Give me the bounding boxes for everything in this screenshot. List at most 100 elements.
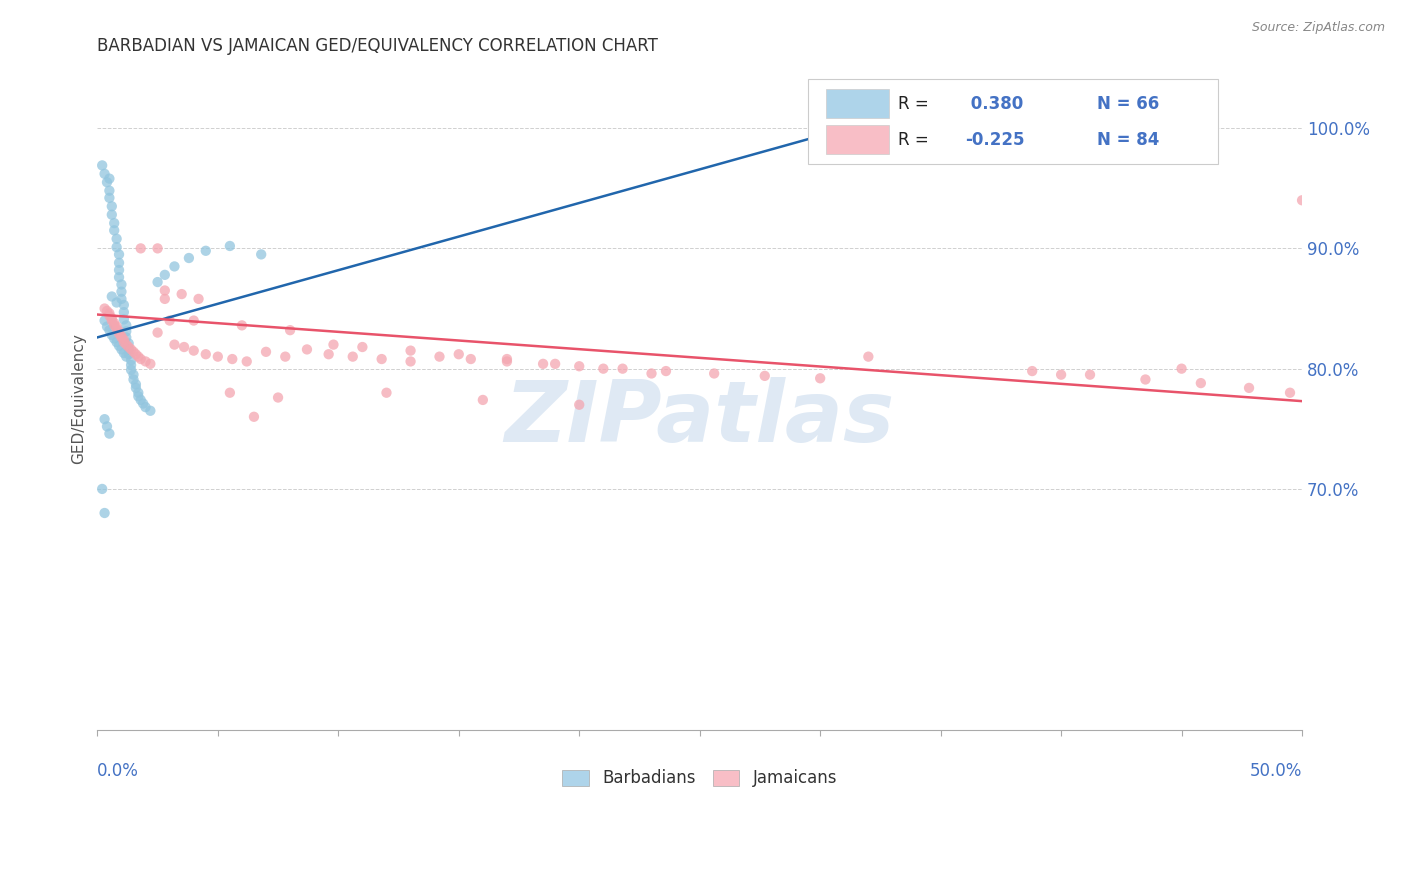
Point bbox=[125, 381, 148, 395]
Text: BARBADIAN VS JAMAICAN GED/EQUIVALENCY CORRELATION CHART: BARBADIAN VS JAMAICAN GED/EQUIVALENCY CO… bbox=[97, 37, 658, 55]
Point bbox=[120, 363, 142, 377]
Point bbox=[207, 350, 229, 364]
Point bbox=[153, 268, 176, 282]
Point bbox=[101, 313, 124, 327]
Point bbox=[118, 343, 141, 357]
Point bbox=[110, 343, 132, 357]
Point bbox=[103, 216, 125, 230]
Point bbox=[110, 329, 132, 343]
Point bbox=[129, 241, 152, 255]
Point bbox=[108, 326, 131, 341]
Point bbox=[93, 412, 115, 426]
Text: Source: ZipAtlas.com: Source: ZipAtlas.com bbox=[1251, 21, 1385, 34]
Point bbox=[640, 367, 662, 381]
Text: N = 84: N = 84 bbox=[1097, 130, 1160, 148]
Point bbox=[129, 352, 152, 367]
Point bbox=[103, 318, 125, 333]
Point bbox=[399, 354, 422, 368]
Point bbox=[375, 385, 398, 400]
Point bbox=[98, 323, 121, 337]
Point bbox=[177, 251, 200, 265]
Point bbox=[105, 240, 128, 254]
Point bbox=[110, 285, 132, 299]
Point bbox=[101, 289, 124, 303]
Point bbox=[342, 350, 364, 364]
Point bbox=[98, 184, 121, 198]
Point bbox=[93, 313, 115, 327]
Point bbox=[187, 292, 209, 306]
Point bbox=[96, 304, 118, 318]
Point bbox=[122, 372, 145, 386]
Point bbox=[105, 335, 128, 350]
Point bbox=[120, 353, 142, 368]
Point bbox=[103, 223, 125, 237]
Point bbox=[98, 306, 121, 320]
Point bbox=[127, 389, 149, 403]
Point bbox=[122, 344, 145, 359]
Point bbox=[163, 260, 186, 274]
Point bbox=[98, 309, 121, 323]
Text: R =: R = bbox=[898, 95, 935, 112]
Point bbox=[568, 398, 591, 412]
Point bbox=[93, 301, 115, 316]
Point bbox=[170, 287, 193, 301]
Point bbox=[1021, 364, 1043, 378]
Point bbox=[153, 284, 176, 298]
Point bbox=[146, 275, 169, 289]
Point bbox=[399, 343, 422, 358]
Point bbox=[568, 359, 591, 374]
Point bbox=[108, 324, 131, 338]
Point bbox=[110, 330, 132, 344]
Point bbox=[110, 292, 132, 306]
Point bbox=[125, 347, 148, 361]
Point bbox=[118, 347, 141, 361]
Point bbox=[322, 337, 344, 351]
Point bbox=[429, 350, 451, 364]
Point bbox=[146, 326, 169, 340]
Point bbox=[496, 352, 519, 367]
FancyBboxPatch shape bbox=[827, 125, 889, 154]
Point bbox=[845, 123, 868, 137]
Point bbox=[96, 319, 118, 334]
Point bbox=[1237, 381, 1260, 395]
Point bbox=[110, 277, 132, 292]
Point bbox=[447, 347, 470, 361]
Point bbox=[101, 328, 124, 343]
Point bbox=[858, 350, 880, 364]
Point bbox=[254, 344, 277, 359]
Point bbox=[295, 343, 318, 357]
Point bbox=[93, 506, 115, 520]
Point bbox=[96, 175, 118, 189]
Point bbox=[1170, 361, 1192, 376]
Point bbox=[471, 392, 494, 407]
Point bbox=[112, 333, 135, 347]
Point bbox=[127, 385, 149, 400]
Text: N = 66: N = 66 bbox=[1097, 95, 1160, 112]
Point bbox=[108, 256, 131, 270]
Point bbox=[122, 368, 145, 382]
Point bbox=[91, 158, 114, 172]
Point bbox=[1278, 385, 1301, 400]
Point bbox=[231, 318, 253, 333]
Point bbox=[127, 350, 149, 364]
Y-axis label: GED/Equivalency: GED/Equivalency bbox=[72, 334, 86, 464]
Point bbox=[129, 392, 152, 407]
Point bbox=[250, 247, 273, 261]
Text: R =: R = bbox=[898, 130, 935, 148]
Point bbox=[703, 367, 725, 381]
Point bbox=[112, 305, 135, 319]
Point bbox=[183, 313, 205, 327]
Point bbox=[194, 244, 217, 258]
Point bbox=[754, 368, 776, 383]
Point bbox=[103, 332, 125, 346]
Point bbox=[112, 346, 135, 360]
Point bbox=[112, 298, 135, 312]
Point bbox=[105, 322, 128, 336]
Point bbox=[118, 340, 141, 354]
Point bbox=[108, 270, 131, 285]
Point bbox=[105, 319, 128, 334]
Point bbox=[544, 357, 567, 371]
Point bbox=[135, 400, 157, 414]
Point bbox=[352, 340, 374, 354]
FancyBboxPatch shape bbox=[808, 79, 1218, 164]
